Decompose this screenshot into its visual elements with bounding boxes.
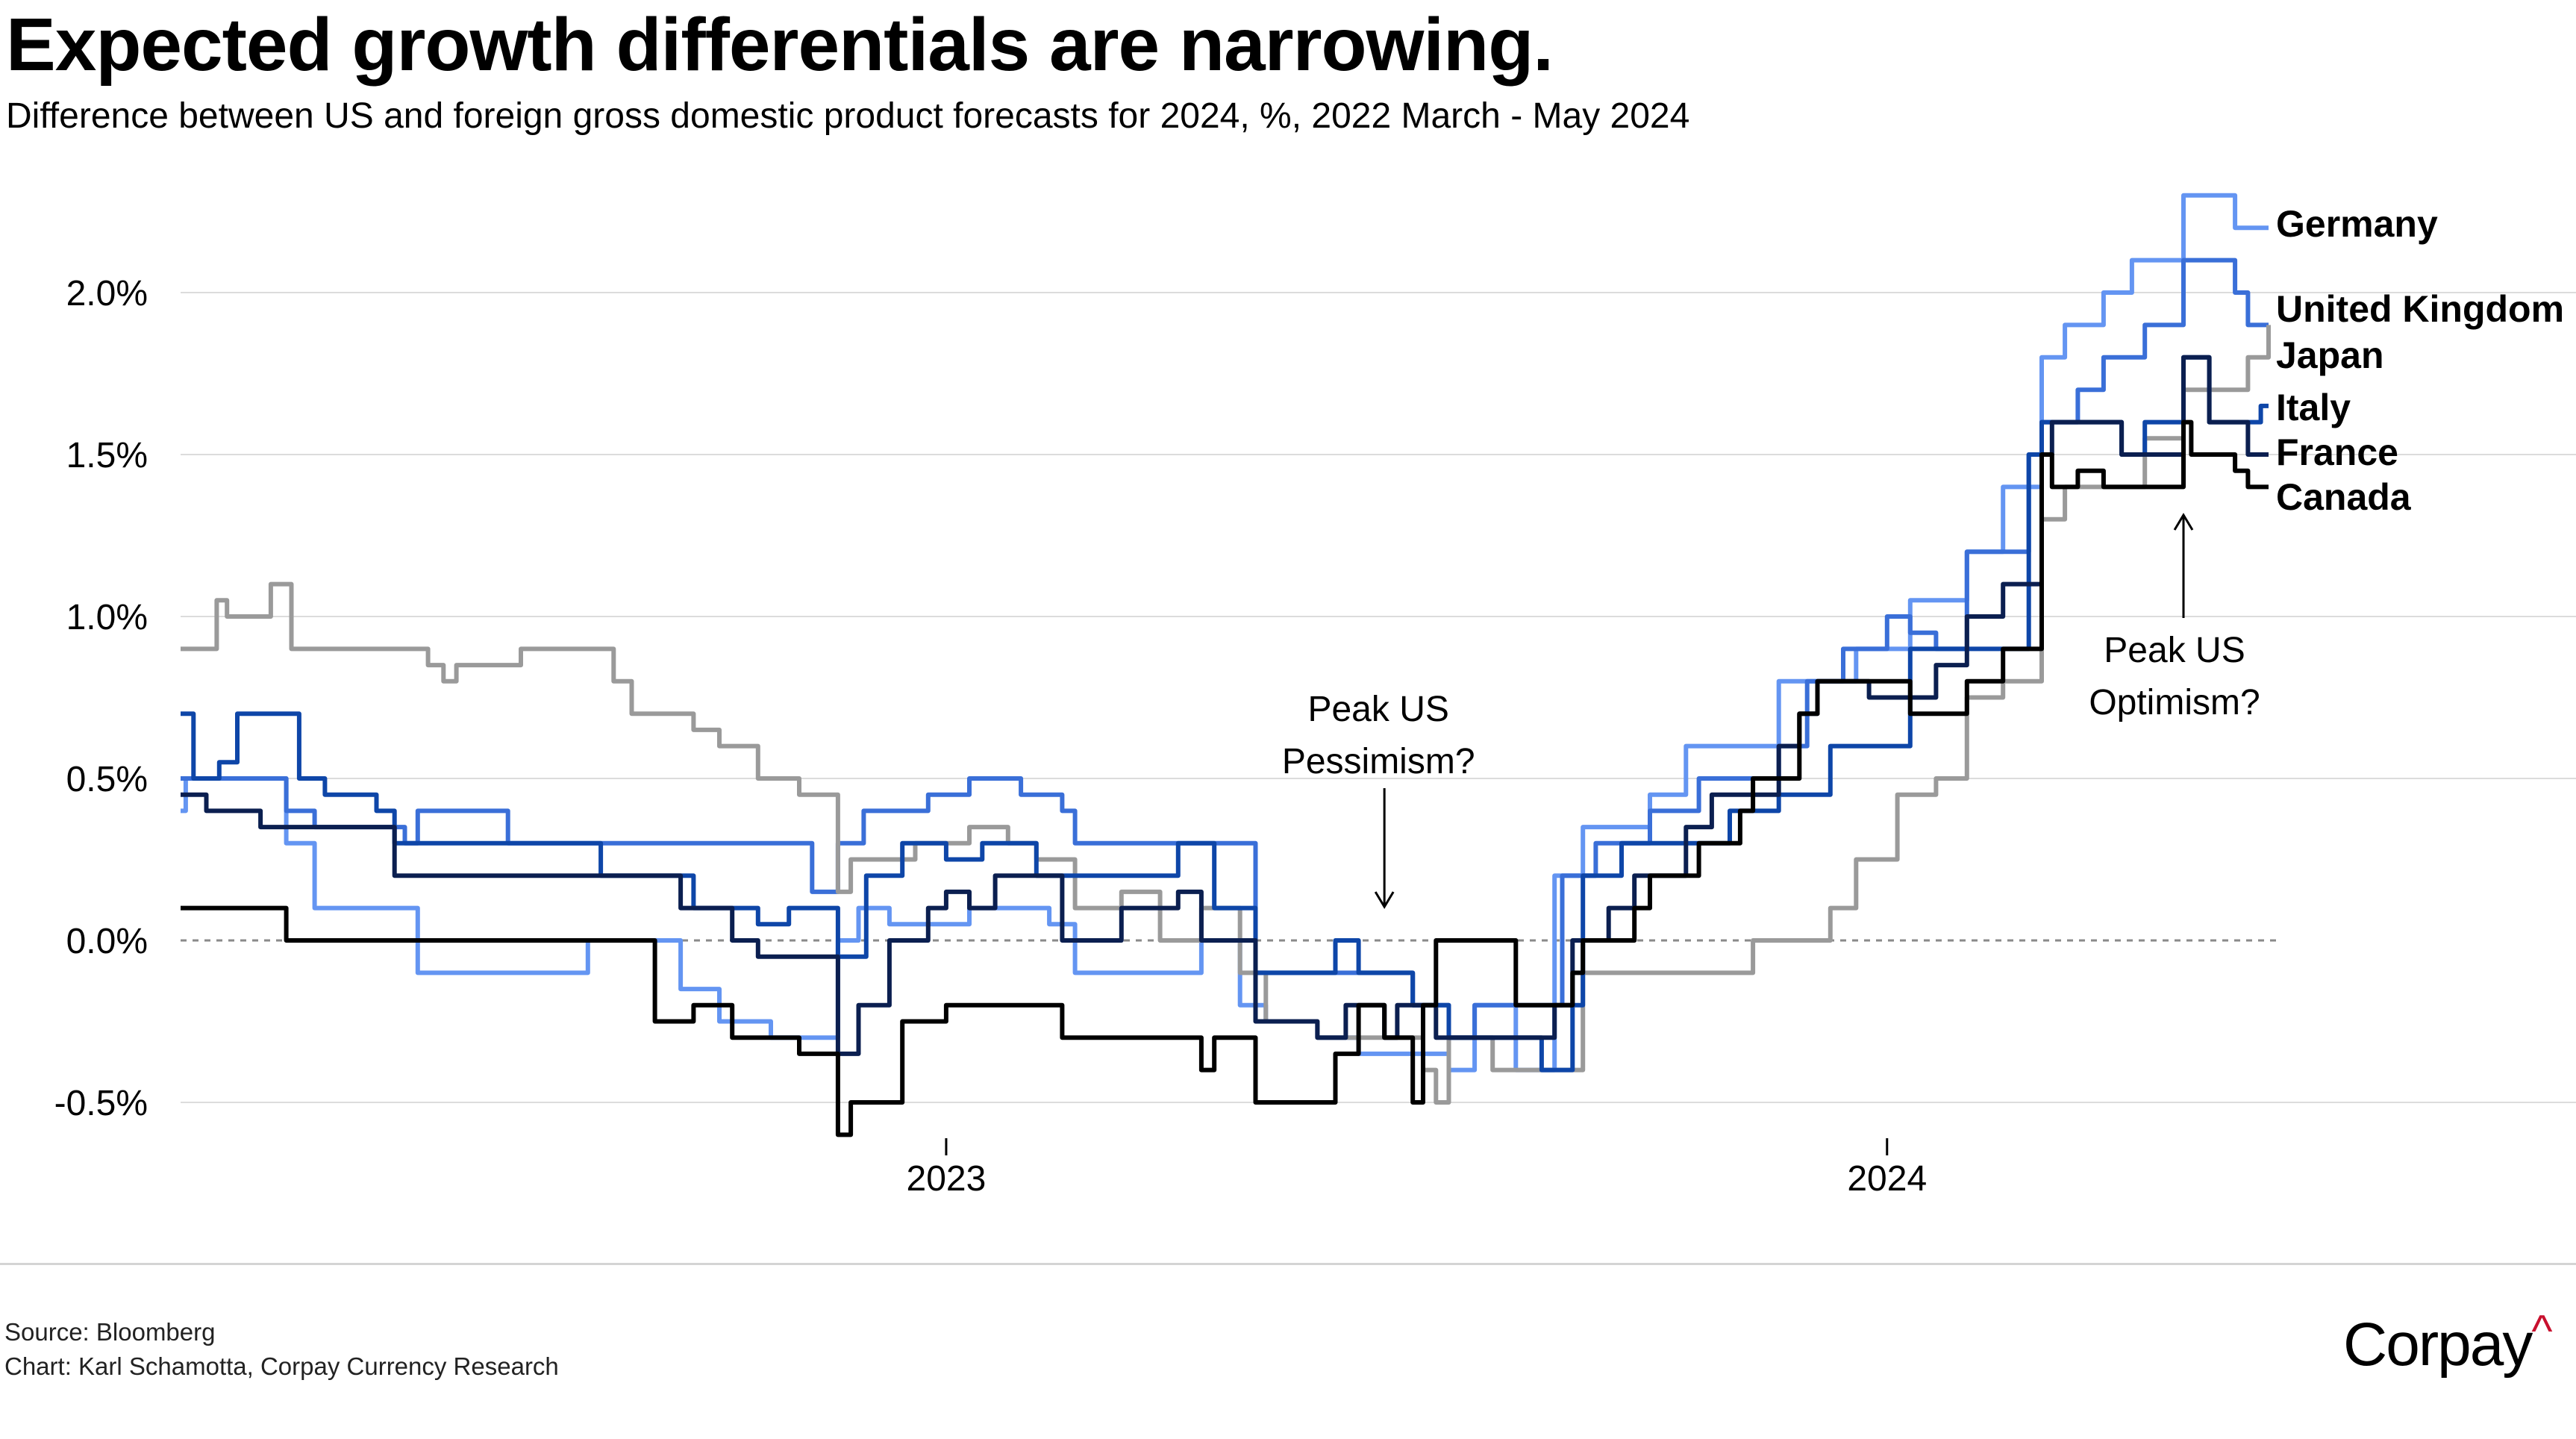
series-line-france xyxy=(181,355,2269,1056)
corpay-logo: Corpay^ xyxy=(2343,1306,2553,1380)
series-label: Japan xyxy=(2276,334,2384,376)
series-label: Canada xyxy=(2276,476,2412,518)
chart-title: Expected growth differentials are narrow… xyxy=(6,3,1554,87)
x-tick-label: 2023 xyxy=(907,1159,987,1199)
annotation-text: Optimism? xyxy=(2089,683,2260,722)
series-label: France xyxy=(2276,431,2398,473)
credit-note: Chart: Karl Schamotta, Corpay Currency R… xyxy=(4,1352,559,1380)
annotation-text: Peak US xyxy=(2104,631,2245,670)
annotation-text: Pessimism? xyxy=(1282,742,1475,781)
logo-caret: ^ xyxy=(2531,1306,2552,1356)
y-tick-label: 1.5% xyxy=(66,436,148,475)
y-tick-label: 2.0% xyxy=(66,274,148,313)
y-tick-label: 0.0% xyxy=(66,922,148,961)
y-tick-label: 0.5% xyxy=(66,760,148,799)
series-line-japan xyxy=(181,325,2271,1105)
series-line-canada xyxy=(181,419,2269,1137)
arrow-up-icon xyxy=(2173,513,2194,618)
series-label: United Kingdom xyxy=(2276,288,2564,330)
series-label: Germany xyxy=(2276,203,2438,245)
footer-divider xyxy=(0,1263,2576,1265)
series-label: Italy xyxy=(2276,387,2351,428)
x-tick-label: 2024 xyxy=(1847,1159,1927,1199)
chart-subtitle: Difference between US and foreign gross … xyxy=(6,96,1690,136)
y-tick-label: -0.5% xyxy=(54,1084,148,1123)
annotation-text: Peak US xyxy=(1307,690,1448,729)
y-tick-label: 1.0% xyxy=(66,598,148,637)
arrow-down-icon xyxy=(1374,788,1395,909)
logo-text: Corpay xyxy=(2343,1311,2533,1379)
source-note: Source: Bloomberg xyxy=(4,1318,216,1346)
